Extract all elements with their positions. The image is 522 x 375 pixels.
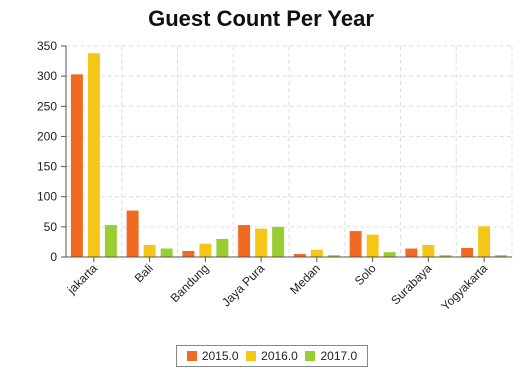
bar-surabaya-2015-0 — [405, 248, 418, 257]
bar-solo-2017-0 — [383, 252, 396, 257]
x-tick-label: Bali — [132, 261, 156, 285]
bar-medan-2017-0 — [327, 255, 340, 257]
x-tick-label: Yogyakarta — [438, 261, 490, 313]
chart-title: Guest Count Per Year — [148, 6, 374, 31]
legend-swatch — [186, 351, 197, 361]
bar-yogyakarta-2017-0 — [495, 255, 508, 257]
legend-item: 2017.0 — [305, 349, 357, 363]
bar-jaya-pura-2016-0 — [255, 228, 268, 257]
bar-bali-2017-0 — [160, 248, 173, 257]
bar-bali-2016-0 — [143, 244, 156, 257]
bar-jaya-pura-2015-0 — [238, 225, 251, 257]
y-tick-label: 150 — [37, 160, 57, 174]
bar-solo-2016-0 — [366, 234, 379, 257]
x-tick-label: Bandung — [168, 261, 212, 305]
y-tick-label: 100 — [37, 190, 57, 204]
y-tick-label: 350 — [37, 39, 57, 53]
x-tick-label: Jaya Pura — [219, 261, 267, 309]
bar-medan-2016-0 — [310, 249, 323, 257]
bar-bandung-2015-0 — [182, 250, 195, 257]
x-tick-label: Solo — [352, 261, 379, 288]
legend-swatch — [246, 351, 257, 361]
legend: 2015.0 2016.0 2017.0 — [176, 345, 368, 367]
bar-jakarta-2017-0 — [104, 225, 117, 257]
x-tick-label: Surabaya — [388, 261, 434, 307]
y-axis: 0 50 100 150 200 250 300 350 — [37, 39, 67, 264]
legend-item: 2015.0 — [186, 349, 239, 363]
bar-solo-2015-0 — [349, 231, 362, 257]
y-tick-label: 50 — [44, 220, 58, 234]
bar-jaya-pura-2017-0 — [272, 226, 285, 257]
bar-bandung-2017-0 — [216, 238, 229, 257]
y-tick-label: 200 — [37, 129, 57, 143]
y-tick-label: 250 — [37, 99, 57, 113]
bars — [70, 53, 508, 258]
bar-yogyakarta-2015-0 — [461, 247, 474, 257]
bar-medan-2015-0 — [293, 253, 306, 257]
x-tick-label: Medan — [287, 261, 323, 297]
x-tick-label: jakarta — [64, 261, 100, 297]
bar-jakarta-2016-0 — [87, 53, 100, 258]
legend-label: 2017.0 — [320, 349, 358, 363]
bar-jakarta-2015-0 — [70, 74, 83, 257]
legend-item: 2016.0 — [246, 349, 298, 363]
bar-surabaya-2016-0 — [422, 244, 435, 257]
bar-bali-2015-0 — [126, 210, 139, 257]
x-axis: jakarta Bali Bandung Jaya Pura Medan Solo Sura… — [64, 256, 512, 313]
bar-yogyakarta-2016-0 — [478, 226, 491, 257]
bar-bandung-2016-0 — [199, 243, 212, 257]
legend-swatch — [305, 351, 316, 361]
y-tick-label: 0 — [50, 250, 57, 264]
legend-label: 2016.0 — [261, 349, 298, 363]
bar-surabaya-2017-0 — [439, 255, 452, 257]
legend-label: 2015.0 — [201, 349, 239, 363]
y-tick-label: 300 — [37, 69, 57, 83]
